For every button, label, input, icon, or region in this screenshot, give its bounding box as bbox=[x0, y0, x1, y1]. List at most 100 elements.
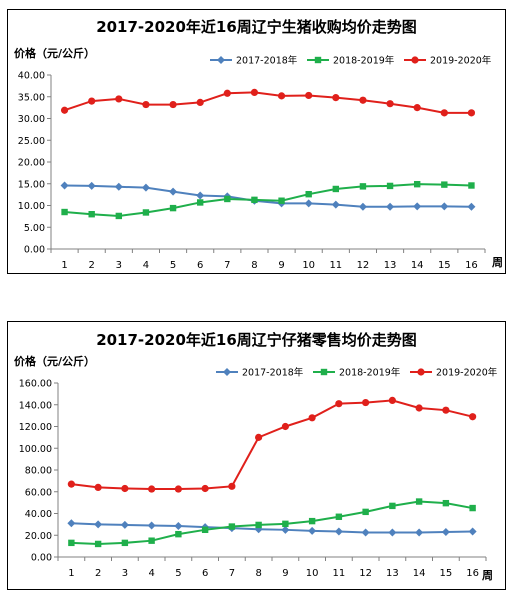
data-point bbox=[224, 195, 231, 203]
y-tick-label: 15.00 bbox=[18, 179, 45, 190]
y-tick-label: 0.00 bbox=[31, 553, 52, 564]
data-point bbox=[386, 202, 395, 211]
data-point bbox=[68, 539, 75, 547]
data-point bbox=[223, 89, 231, 97]
data-point bbox=[308, 414, 316, 422]
chart-panel-1: 2017-2020年近16周辽宁生猪收购均价走势图 价格（元/公斤） 0.00 5.… bbox=[7, 9, 506, 274]
x-tick-label: 5 bbox=[170, 260, 176, 271]
series-2 bbox=[68, 498, 476, 548]
line-chart: 价格（元/公斤）0.0020.0040.0060.0080.00100.0012… bbox=[14, 354, 498, 582]
data-point bbox=[388, 528, 397, 537]
data-point bbox=[413, 104, 421, 112]
chart-title: 2017-2020年近16周辽宁生猪收购均价走势图 bbox=[96, 18, 417, 36]
data-point bbox=[60, 181, 69, 190]
legend-swatch-marker bbox=[417, 368, 425, 376]
data-point bbox=[442, 406, 450, 414]
legend-label: 2018-2019年 bbox=[333, 55, 395, 67]
legend-swatch-marker bbox=[411, 56, 419, 64]
x-tick-label: 5 bbox=[175, 568, 181, 579]
legend-swatch-marker bbox=[314, 56, 322, 64]
y-tick-label: 0.00 bbox=[24, 245, 45, 256]
data-point bbox=[440, 109, 448, 117]
data-point bbox=[359, 96, 367, 104]
x-tick-label: 10 bbox=[306, 568, 319, 579]
data-point bbox=[305, 190, 312, 198]
data-point bbox=[332, 94, 340, 102]
data-point bbox=[308, 517, 316, 525]
data-point bbox=[169, 204, 177, 212]
chart-panel-2: 2017-2020年近16周辽宁仔猪零售均价走势图 价格（元/公斤） 0.00 20… bbox=[7, 321, 506, 590]
series-line bbox=[71, 399, 473, 491]
data-point bbox=[335, 513, 343, 520]
data-point bbox=[61, 208, 68, 216]
x-tick-label: 4 bbox=[143, 260, 149, 271]
data-point bbox=[413, 180, 421, 188]
data-point bbox=[358, 202, 367, 211]
data-point bbox=[331, 200, 340, 209]
data-point bbox=[114, 182, 123, 191]
y-tick-label: 140.00 bbox=[19, 400, 52, 411]
data-point bbox=[335, 400, 343, 408]
data-point bbox=[467, 109, 476, 117]
series-line bbox=[71, 500, 473, 545]
data-point bbox=[361, 528, 370, 537]
data-point bbox=[60, 106, 69, 114]
y-tick-label: 20.00 bbox=[18, 158, 45, 169]
data-point bbox=[141, 183, 150, 192]
y-tick-label: 20.00 bbox=[25, 531, 52, 542]
legend-label: 2018-2019年 bbox=[339, 367, 401, 379]
data-point bbox=[334, 527, 343, 536]
legend-label: 2019-2020年 bbox=[436, 367, 498, 379]
data-point bbox=[362, 398, 370, 407]
data-point bbox=[441, 527, 450, 536]
legend-swatch-marker bbox=[217, 56, 225, 64]
legend-label: 2017-2018年 bbox=[242, 367, 304, 379]
data-point bbox=[441, 181, 448, 188]
data-point bbox=[442, 499, 450, 507]
data-point bbox=[305, 91, 313, 100]
data-point bbox=[415, 404, 423, 412]
data-point bbox=[413, 202, 422, 211]
data-point bbox=[201, 526, 209, 534]
data-point bbox=[169, 187, 178, 196]
data-point bbox=[175, 530, 182, 538]
x-axis-title: 周 bbox=[482, 569, 493, 582]
x-tick-label: 16 bbox=[465, 260, 478, 271]
y-tick-label: 100.00 bbox=[19, 444, 52, 455]
data-point bbox=[386, 182, 394, 190]
x-tick-label: 7 bbox=[229, 568, 235, 579]
y-tick-label: 35.00 bbox=[18, 92, 45, 103]
data-point bbox=[120, 520, 129, 529]
y-tick-label: 40.00 bbox=[18, 71, 45, 82]
data-point bbox=[196, 199, 204, 206]
data-point bbox=[148, 485, 156, 493]
data-point bbox=[281, 422, 289, 431]
x-tick-label: 3 bbox=[122, 568, 128, 579]
data-point bbox=[94, 540, 102, 548]
x-tick-label: 7 bbox=[224, 260, 230, 271]
y-tick-label: 40.00 bbox=[25, 509, 52, 520]
series-3 bbox=[60, 88, 476, 117]
data-point bbox=[415, 528, 424, 537]
data-point bbox=[174, 485, 182, 493]
y-axis-title: 价格（元/公斤） bbox=[14, 354, 95, 368]
data-point bbox=[121, 484, 129, 493]
data-point bbox=[308, 526, 317, 535]
data-point bbox=[142, 209, 150, 216]
data-point bbox=[196, 191, 205, 200]
series-3 bbox=[67, 396, 477, 493]
y-tick-label: 60.00 bbox=[25, 487, 52, 498]
data-point bbox=[278, 197, 285, 204]
data-point bbox=[201, 484, 209, 493]
line-chart: 价格（元/公斤） 0.00 5.00 10.00 15.00 20.00 25.00 30.0… bbox=[14, 46, 503, 271]
data-point bbox=[255, 433, 263, 441]
y-axis-title: 价格（元/公斤） bbox=[14, 46, 95, 60]
x-tick-label: 10 bbox=[302, 260, 315, 271]
series-1 bbox=[67, 519, 477, 537]
x-tick-label: 3 bbox=[116, 260, 122, 271]
data-point bbox=[469, 413, 477, 421]
data-point bbox=[281, 525, 290, 534]
data-point bbox=[87, 181, 96, 190]
data-point bbox=[255, 521, 262, 529]
data-point bbox=[389, 502, 396, 510]
